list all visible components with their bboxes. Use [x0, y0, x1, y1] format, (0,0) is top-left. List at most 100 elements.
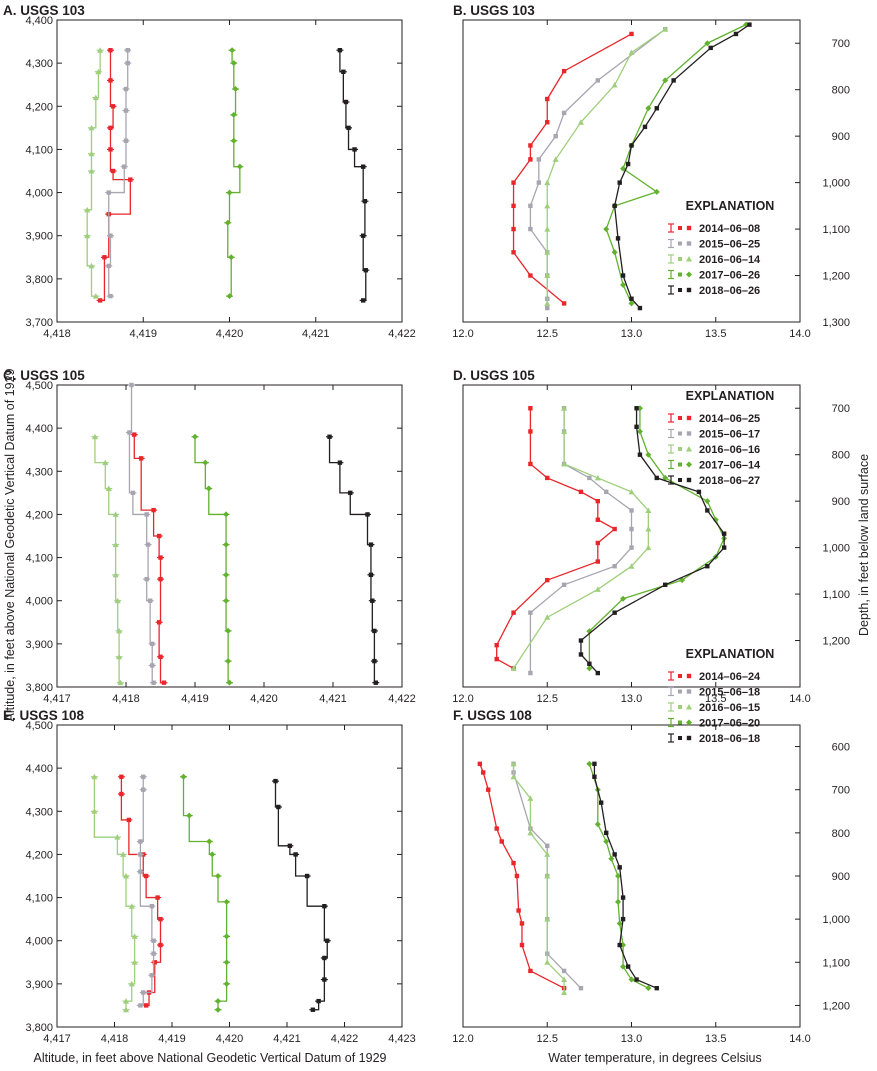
data-point: [612, 526, 617, 532]
y-tick-label: 4,100: [25, 553, 53, 565]
data-point: [337, 48, 343, 53]
x-tick-label: 4,422: [331, 1033, 359, 1045]
x-tick-label: 4,418: [43, 328, 71, 340]
data-point: [617, 865, 622, 870]
y-tick-label: 4,100: [25, 893, 53, 905]
legend-title: EXPLANATION: [686, 199, 775, 213]
series-line-2018: [613, 24, 750, 309]
y-tick-label: 900: [832, 871, 850, 883]
data-point: [143, 1003, 149, 1008]
legend-small-marker: [678, 705, 682, 709]
data-point: [528, 406, 533, 411]
data-point: [612, 564, 617, 569]
x-tick-label: 12.0: [452, 1033, 473, 1045]
data-point: [629, 545, 634, 550]
data-point: [155, 895, 160, 900]
x-tick-label: 4,421: [319, 693, 347, 705]
legend-title: EXPLANATION: [686, 647, 775, 661]
x-tick-label: 14.0: [789, 328, 810, 340]
data-point: [620, 916, 626, 922]
data-point: [528, 226, 533, 232]
data-point: [92, 293, 99, 299]
data-point: [615, 236, 621, 241]
data-point: [645, 544, 652, 551]
series-line-2016: [513, 408, 649, 669]
data-point: [587, 661, 592, 666]
data-point: [293, 852, 298, 857]
data-point: [686, 719, 692, 726]
data-point: [544, 916, 551, 922]
data-point: [158, 576, 163, 582]
data-point: [192, 433, 198, 440]
data-point: [226, 293, 233, 300]
data-point: [629, 296, 634, 301]
data-point: [620, 165, 627, 172]
data-point: [528, 968, 533, 974]
data-point: [372, 658, 377, 664]
data-point: [186, 812, 193, 819]
x-tick-label: 12.0: [452, 693, 473, 705]
data-point: [561, 976, 568, 983]
data-point: [236, 163, 243, 170]
data-point: [511, 860, 516, 866]
data-point: [686, 287, 692, 293]
panel-a-title: A. USGS 103: [3, 3, 85, 18]
data-point: [615, 898, 622, 905]
legend-label: 2017–06–26: [699, 270, 760, 282]
data-point: [617, 942, 622, 948]
data-point: [527, 829, 534, 836]
y-tick-label: 1,300: [822, 317, 850, 329]
panel-c-title: C. USGS 105: [3, 368, 85, 383]
series-2018: [272, 778, 331, 1012]
y-tick-label: 4,300: [25, 806, 53, 818]
y-tick-label: 4,200: [25, 101, 53, 113]
y-tick-label: 1,100: [822, 224, 850, 236]
data-point: [206, 838, 213, 845]
data-point: [612, 852, 617, 857]
y-tick-label: 4,300: [25, 466, 53, 478]
x-tick-label: 14.0: [789, 1033, 810, 1045]
data-point: [138, 869, 143, 874]
data-point: [215, 1006, 221, 1013]
series-2014: [511, 31, 634, 306]
data-point: [368, 542, 374, 547]
data-point: [545, 843, 550, 848]
data-point: [88, 124, 95, 131]
data-point: [686, 225, 692, 231]
data-point: [528, 143, 533, 148]
data-point: [158, 942, 163, 948]
y-tick-label: 3,800: [25, 1022, 53, 1034]
series-2015: [105, 48, 132, 299]
data-point: [151, 951, 156, 956]
data-point: [141, 990, 146, 995]
series-line-2014: [496, 408, 616, 669]
legend-label: 2016–06–14: [699, 254, 761, 266]
y-tick-label: 4,000: [25, 936, 53, 948]
legend-small-marker: [678, 720, 682, 725]
data-point: [151, 507, 156, 513]
x-tick-label: 4,419: [158, 1033, 186, 1045]
data-point: [595, 517, 600, 522]
data-point: [92, 94, 99, 101]
panel-e-title: E. USGS 108: [3, 708, 85, 723]
data-point: [686, 256, 692, 262]
legend-small-marker: [678, 226, 682, 230]
data-point: [519, 921, 525, 926]
data-point: [704, 498, 711, 505]
x-tick-label: 4,420: [250, 693, 278, 705]
data-point: [158, 654, 163, 659]
data-point: [561, 968, 567, 974]
series-2014: [477, 761, 567, 991]
legend-small-marker: [678, 272, 682, 277]
data-point: [119, 791, 124, 797]
data-point: [348, 490, 353, 496]
legend-small-marker: [678, 431, 682, 436]
data-point: [112, 571, 119, 578]
data-point: [477, 761, 483, 767]
data-point: [686, 241, 692, 246]
data-point: [671, 78, 676, 83]
legend-small-marker: [678, 447, 682, 451]
legend-label: 2015–06–25: [699, 239, 760, 251]
data-point: [123, 1006, 129, 1013]
series-2015: [125, 382, 158, 685]
